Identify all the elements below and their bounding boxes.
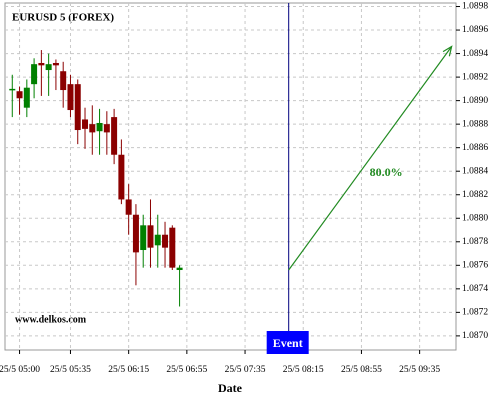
x-tick-label: 25/5 08:15: [283, 365, 324, 375]
x-tick-label: 25/5 07:35: [225, 365, 266, 375]
candle-body: [89, 124, 96, 133]
candle-body: [96, 122, 103, 132]
event-label: Event: [273, 336, 303, 350]
forecast-label: 80.0%: [370, 165, 403, 179]
candle-body: [31, 64, 38, 85]
y-tick-label: 1.0892: [462, 72, 488, 82]
y-tick-label: 1.0890: [462, 96, 488, 106]
y-tick-label: 1.0898: [462, 2, 488, 12]
y-tick-label: 1.0896: [462, 25, 488, 35]
x-tick-label: 25/5 09:35: [399, 365, 440, 375]
candle-body: [67, 84, 74, 111]
arrow-head: [442, 45, 453, 57]
candle-body: [38, 62, 45, 66]
candle-body: [103, 124, 110, 133]
candle-body: [125, 199, 132, 215]
candle-body: [162, 234, 169, 248]
event-box: [266, 331, 309, 354]
x-tick-label: 25/5 08:55: [341, 365, 382, 375]
candle-body: [52, 62, 59, 66]
candle-body: [147, 225, 154, 248]
candle-body: [169, 227, 176, 268]
watermark: www.delkos.com: [15, 314, 87, 325]
x-axis-label: Date: [218, 381, 243, 395]
y-tick-label: 1.0870: [462, 331, 488, 341]
y-tick-label: 1.0872: [462, 308, 488, 318]
y-tick-label: 1.0894: [462, 49, 488, 59]
x-tick-label: 25/5 06:15: [108, 365, 149, 375]
y-tick-label: 1.0884: [462, 166, 488, 176]
x-tick-label: 25/5 06:55: [166, 365, 207, 375]
candle-body: [60, 71, 67, 91]
candle-body: [45, 64, 52, 71]
candle-body: [111, 117, 118, 155]
candle-body: [176, 267, 183, 271]
candle-body: [74, 84, 81, 131]
candle-body: [118, 154, 125, 200]
x-tick-label: 25/5 05:00: [0, 365, 40, 375]
chart-title: EURUSD 5 (FOREX): [12, 12, 114, 24]
y-tick-label: 1.0886: [462, 143, 488, 153]
y-tick-label: 1.0880: [462, 213, 488, 223]
y-tick-label: 1.0888: [462, 119, 488, 129]
candle-body: [9, 88, 16, 91]
x-tick-label: 25/5 05:35: [50, 365, 91, 375]
candle-body: [16, 91, 23, 99]
candle-body: [140, 225, 147, 251]
y-tick-label: 1.0878: [462, 237, 488, 247]
y-tick-label: 1.0882: [462, 190, 488, 200]
candle-body: [132, 214, 139, 253]
candle-body: [154, 234, 161, 246]
forecast-arrow: [288, 46, 453, 271]
candle-body: [82, 119, 89, 129]
plot-area: [4, 2, 457, 351]
y-tick-label: 1.0874: [462, 284, 488, 294]
candle-body: [23, 87, 30, 108]
y-tick-label: 1.0876: [462, 260, 488, 270]
